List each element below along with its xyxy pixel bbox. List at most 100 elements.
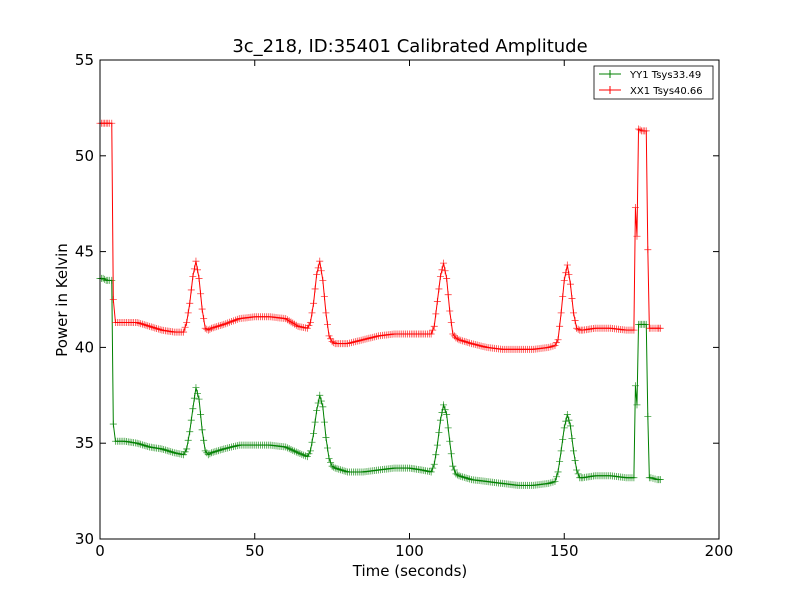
- data-point: [325, 455, 333, 463]
- data-point: [432, 451, 440, 459]
- axis-ticks: 0 50 100 150 200 30 35 40 45 50 55: [75, 51, 733, 560]
- data-point: [460, 337, 468, 345]
- data-point: [285, 445, 293, 453]
- data-point: [571, 317, 579, 325]
- data-point: [316, 391, 324, 399]
- data-point: [207, 324, 215, 332]
- data-point: [333, 465, 341, 473]
- data-point: [330, 463, 338, 471]
- data-point: [331, 464, 339, 472]
- data-point: [101, 275, 109, 283]
- data-point: [192, 384, 200, 392]
- data-point: [444, 424, 452, 432]
- data-point: [165, 447, 173, 455]
- data-point: [446, 307, 454, 315]
- x-tick-label: 200: [705, 542, 734, 560]
- data-point: [181, 448, 189, 456]
- data-point: [147, 323, 155, 331]
- data-point: [337, 466, 345, 474]
- chart-title: 3c_218, ID:35401 Calibrated Amplitude: [232, 36, 587, 57]
- data-point: [440, 401, 448, 409]
- data-point: [630, 474, 638, 482]
- data-point: [308, 438, 316, 446]
- data-point: [328, 462, 336, 470]
- data-point: [570, 447, 578, 455]
- data-point: [108, 276, 116, 284]
- data-point: [449, 330, 457, 338]
- data-point: [292, 448, 300, 456]
- data-point: [554, 336, 562, 344]
- data-point: [644, 246, 652, 254]
- data-point: [201, 447, 209, 455]
- data-point: [282, 443, 290, 451]
- data-point: [305, 450, 313, 458]
- data-point: [441, 267, 449, 275]
- data-point: [562, 269, 570, 277]
- data-point: [218, 321, 226, 329]
- data-point: [642, 127, 650, 135]
- data-point: [135, 440, 143, 448]
- data-point: [287, 318, 295, 326]
- data-point: [459, 473, 467, 481]
- data-point: [568, 295, 576, 303]
- data-point: [559, 435, 567, 443]
- data-point: [440, 259, 448, 267]
- data-point: [459, 337, 467, 345]
- data-point: [198, 305, 206, 313]
- data-point: [330, 339, 338, 347]
- data-point: [466, 475, 474, 483]
- data-point: [184, 436, 192, 444]
- data-point: [137, 320, 145, 328]
- data-point: [443, 274, 451, 282]
- data-point: [319, 403, 327, 411]
- data-point: [195, 274, 203, 282]
- data-point: [140, 321, 148, 329]
- data-point: [282, 315, 290, 323]
- y-axis-label: Power in Kelvin: [53, 243, 71, 357]
- data-point: [457, 336, 465, 344]
- data-point: [449, 462, 457, 470]
- data-point: [551, 341, 559, 349]
- data-point: [436, 416, 444, 424]
- data-point: [200, 436, 208, 444]
- data-point: [133, 439, 141, 447]
- data-point: [187, 286, 195, 294]
- data-point: [560, 276, 568, 284]
- y-tick-label: 45: [75, 243, 94, 261]
- data-point: [209, 324, 217, 332]
- data-point: [656, 476, 664, 484]
- data-point: [303, 453, 311, 461]
- data-point: [450, 466, 458, 474]
- data-point: [291, 447, 299, 455]
- data-point: [320, 293, 328, 301]
- data-point: [193, 389, 201, 397]
- data-point: [209, 448, 217, 456]
- data-point: [158, 445, 166, 453]
- data-point: [554, 468, 562, 476]
- data-point: [169, 448, 177, 456]
- data-point: [306, 318, 314, 326]
- data-point: [142, 442, 150, 450]
- data-point: [435, 429, 443, 437]
- data-point: [156, 326, 164, 334]
- data-point: [630, 326, 638, 334]
- data-point: [427, 330, 435, 338]
- data-point: [186, 299, 194, 307]
- data-point: [189, 405, 197, 413]
- data-point: [306, 447, 314, 455]
- data-point: [430, 322, 438, 330]
- legend: YY1 Tsys33.49 XX1 Tsys40.66: [593, 65, 714, 100]
- data-point: [211, 448, 219, 456]
- data-point: [430, 460, 438, 468]
- data-point: [323, 444, 331, 452]
- data-point: [464, 338, 472, 346]
- data-point: [289, 319, 297, 327]
- data-point: [322, 433, 330, 441]
- data-point: [574, 325, 582, 333]
- data-point: [184, 309, 192, 317]
- legend-label-yy1: YY1 Tsys33.49: [629, 70, 701, 81]
- data-point: [452, 470, 460, 478]
- data-point: [291, 320, 299, 328]
